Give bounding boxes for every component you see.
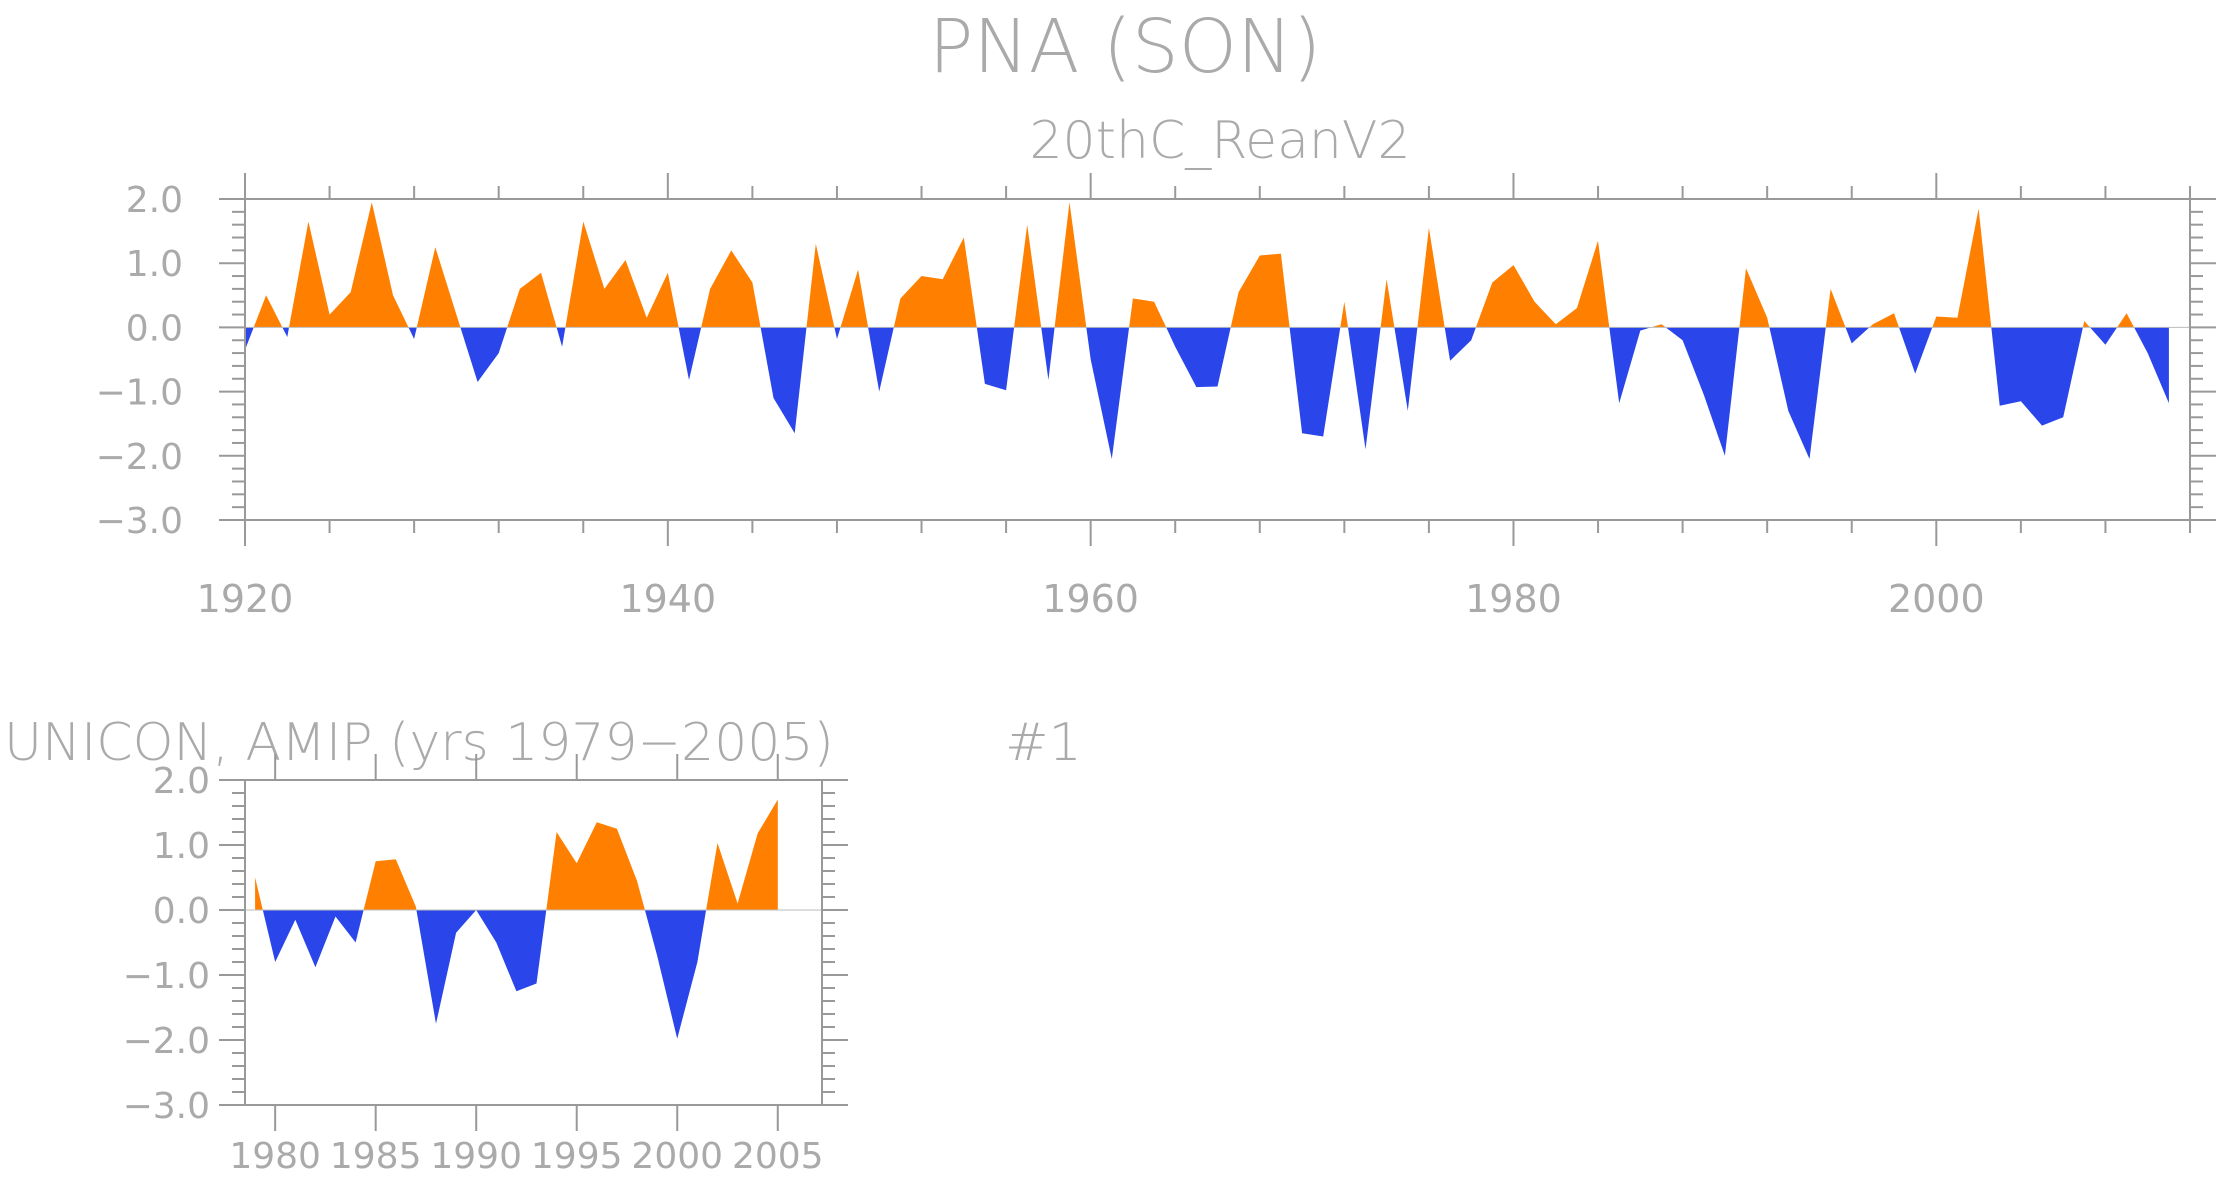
panel-unicon-amip: UNICON, AMIP (yrs 1979−2005) #1 2.0 1.0 0.…: [4, 713, 1082, 1177]
plot-frame-bottom: [244, 779, 823, 1106]
negative-anomaly-area-12: [760, 327, 807, 434]
positive-anomaly-area-13: [806, 243, 835, 328]
x-tick-label: 2005: [732, 1136, 824, 1177]
y-tick-labels-top: 2.0 1.0 0.0 −1.0 −2.0 −3.0: [96, 180, 183, 542]
x-tick-labels-bottom: 1980 1985 1990 1995 2000 2005: [229, 1136, 823, 1177]
positive-anomaly-area-29: [1380, 279, 1395, 328]
panel-subtitle-bottom: #1: [1005, 713, 1082, 773]
positive-anomaly-area-11: [701, 250, 761, 328]
y-tick-labels-bottom: 2.0 1.0 0.0 −1.0 −2.0 −3.0: [123, 761, 210, 1127]
positive-anomaly-area-45: [2082, 321, 2090, 328]
x-tick-labels-top: 1920 1940 1960 1980 2000: [197, 577, 1985, 621]
main-title: PNA (SON): [929, 4, 1321, 90]
negative-anomaly-area-5: [476, 910, 547, 992]
positive-anomaly-area-17: [893, 237, 977, 328]
x-tick-label: 2000: [631, 1136, 723, 1177]
y-tick-label: −1.0: [96, 373, 183, 414]
axis-ticks-bottom: [219, 754, 848, 1131]
positive-anomaly-area-41: [1869, 313, 1899, 328]
positive-anomaly-area-1: [253, 295, 283, 328]
y-tick-label: −2.0: [96, 437, 183, 478]
negative-anomaly-area-1: [262, 910, 364, 968]
y-tick-label: −3.0: [123, 1086, 210, 1127]
y-tick-label: −3.0: [96, 501, 183, 542]
panel-title-bottom: UNICON, AMIP (yrs 1979−2005): [4, 713, 834, 773]
negative-anomaly-area-14: [834, 327, 841, 339]
positive-anomaly-area-3: [289, 202, 409, 328]
negative-anomaly-area-42: [1899, 327, 1933, 374]
negative-anomaly-area-20: [1041, 327, 1055, 380]
positive-anomaly-area-31: [1417, 227, 1445, 328]
negative-anomaly-area-24: [1166, 327, 1231, 388]
y-tick-label: 0.0: [153, 891, 210, 932]
series-area-bottom: [245, 799, 822, 1039]
positive-anomaly-area-27: [1340, 301, 1348, 328]
positive-anomaly-area-23: [1129, 298, 1167, 328]
positive-anomaly-area-19: [1014, 224, 1042, 328]
negative-anomaly-area-16: [868, 327, 894, 392]
x-tick-label: 2000: [1888, 577, 1985, 621]
positive-anomaly-area-15: [840, 269, 869, 328]
positive-anomaly-area-6: [546, 822, 645, 910]
positive-anomaly-area-21: [1054, 202, 1087, 328]
positive-anomaly-area-8: [706, 799, 778, 910]
negative-anomaly-area-4: [408, 327, 417, 339]
negative-anomaly-area-6: [460, 327, 508, 382]
negative-anomaly-area-40: [1845, 327, 1870, 344]
positive-anomaly-area-47: [2117, 313, 2135, 328]
x-tick-label: 1920: [197, 577, 294, 621]
negative-anomaly-area-22: [1086, 327, 1130, 459]
negative-anomaly-area-32: [1444, 327, 1476, 361]
y-tick-label: 2.0: [126, 180, 183, 221]
panel-20thc-reanv2: 20thC_ReanV2 2.01.00.0−1.0−2.0−3.0 1920 1…: [96, 111, 2216, 621]
x-tick-label: 1980: [229, 1136, 321, 1177]
positive-anomaly-area-33: [1475, 240, 1610, 328]
y-tick-label: 1.0: [126, 244, 183, 285]
x-tick-label: 1995: [531, 1136, 623, 1177]
negative-anomaly-area-46: [2090, 327, 2118, 345]
negative-anomaly-area-48: [2134, 327, 2169, 404]
positive-anomaly-area-35: [1650, 324, 1666, 328]
positive-anomaly-area-0: [255, 877, 263, 910]
x-tick-label: 1985: [330, 1136, 422, 1177]
x-tick-label: 1960: [1042, 577, 1139, 621]
panel-title-top: 20thC_ReanV2: [1029, 111, 1410, 171]
negative-anomaly-area-34: [1609, 327, 1651, 404]
positive-anomaly-area-7: [507, 272, 557, 328]
negative-anomaly-area-36: [1665, 327, 1740, 456]
x-tick-label: 1940: [619, 577, 716, 621]
y-tick-label: −1.0: [123, 956, 210, 997]
x-tick-label: 1990: [430, 1136, 522, 1177]
axis-ticks-top: [219, 173, 2216, 546]
negative-anomaly-area-26: [1289, 327, 1341, 437]
positive-anomaly-area-2: [363, 859, 417, 910]
negative-anomaly-area-3: [416, 910, 477, 1024]
positive-anomaly-area-43: [1932, 208, 1992, 328]
positive-anomaly-area-5: [416, 247, 461, 328]
negative-anomaly-area-44: [1991, 327, 2083, 426]
positive-anomaly-area-9: [565, 221, 679, 328]
negative-anomaly-area-7: [644, 910, 707, 1039]
y-tick-label: 1.0: [153, 826, 210, 867]
negative-anomaly-area-18: [976, 327, 1015, 391]
negative-anomaly-area-30: [1394, 327, 1418, 411]
positive-anomaly-area-39: [1825, 288, 1846, 328]
y-tick-label: 0.0: [126, 308, 183, 349]
x-tick-label: 1980: [1465, 577, 1562, 621]
negative-anomaly-area-0: [245, 327, 254, 350]
y-tick-label: 2.0: [153, 761, 210, 802]
negative-anomaly-area-10: [678, 327, 702, 380]
plot-frame-top: [244, 198, 2191, 521]
negative-anomaly-area-8: [556, 327, 566, 347]
negative-anomaly-area-38: [1769, 327, 1826, 459]
negative-anomaly-area-2: [282, 327, 289, 337]
negative-anomaly-area-28: [1348, 327, 1381, 450]
positive-anomaly-area-25: [1230, 253, 1290, 328]
positive-anomaly-area-37: [1739, 268, 1770, 328]
y-tick-label: −2.0: [123, 1021, 210, 1062]
series-area-top: [245, 202, 2190, 459]
